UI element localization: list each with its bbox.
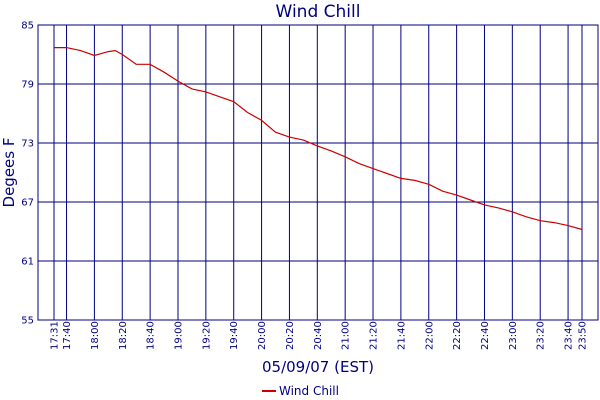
y-tick-label: 79 [21, 80, 34, 91]
x-tick-label: 22:40 [480, 321, 491, 350]
x-tick-label: 18:00 [90, 321, 101, 350]
x-gridlines [53, 25, 583, 320]
x-tick-label: 19:00 [173, 321, 184, 350]
x-tick-label: 22:20 [452, 321, 463, 350]
x-tick-label: 18:20 [118, 321, 129, 350]
y-tick-label: 67 [21, 198, 34, 209]
x-tick-label: 19:20 [201, 321, 212, 350]
x-tick-label: 23:00 [508, 321, 519, 350]
x-tick-labels: 17:31 17:40 18:00 18:20 18:40 19:00 19:20 19:40… [50, 321, 589, 350]
x-tick-label: 17:31 [50, 321, 61, 350]
y-tick-label: 73 [21, 139, 34, 150]
x-tick-label: 23:20 [536, 321, 547, 350]
x-tick-label: 18:40 [146, 321, 157, 350]
y-tick-labels: 55 61 67 73 79 85 [21, 21, 34, 327]
x-axis-label: 05/09/07 (EST) [262, 358, 374, 376]
y-axis-label: Degees F [0, 138, 18, 208]
y-tick-label: 61 [21, 257, 34, 268]
x-tick-label: 20:40 [313, 321, 324, 350]
x-tick-label: 17:40 [62, 321, 73, 350]
x-tick-label: 21:40 [396, 321, 407, 350]
plot-frame [37, 24, 599, 321]
legend-label: Wind Chill [279, 384, 339, 398]
x-tick-label: 21:20 [369, 321, 380, 350]
x-tick-label: 22:00 [424, 321, 435, 350]
x-tick-label: 20:00 [257, 321, 268, 350]
series-line-wind-chill [54, 46, 583, 231]
legend: Wind Chill [262, 384, 339, 398]
y-tick-label: 55 [21, 316, 34, 327]
x-tick-label: 23:40 [564, 321, 575, 350]
x-tick-label: 21:00 [341, 321, 352, 350]
x-tick-label: 23:50 [578, 321, 589, 350]
x-tick-label: 20:20 [285, 321, 296, 350]
y-tick-label: 85 [21, 21, 34, 32]
chart-title: Wind Chill [276, 2, 361, 22]
x-tick-label: 19:40 [229, 321, 240, 350]
